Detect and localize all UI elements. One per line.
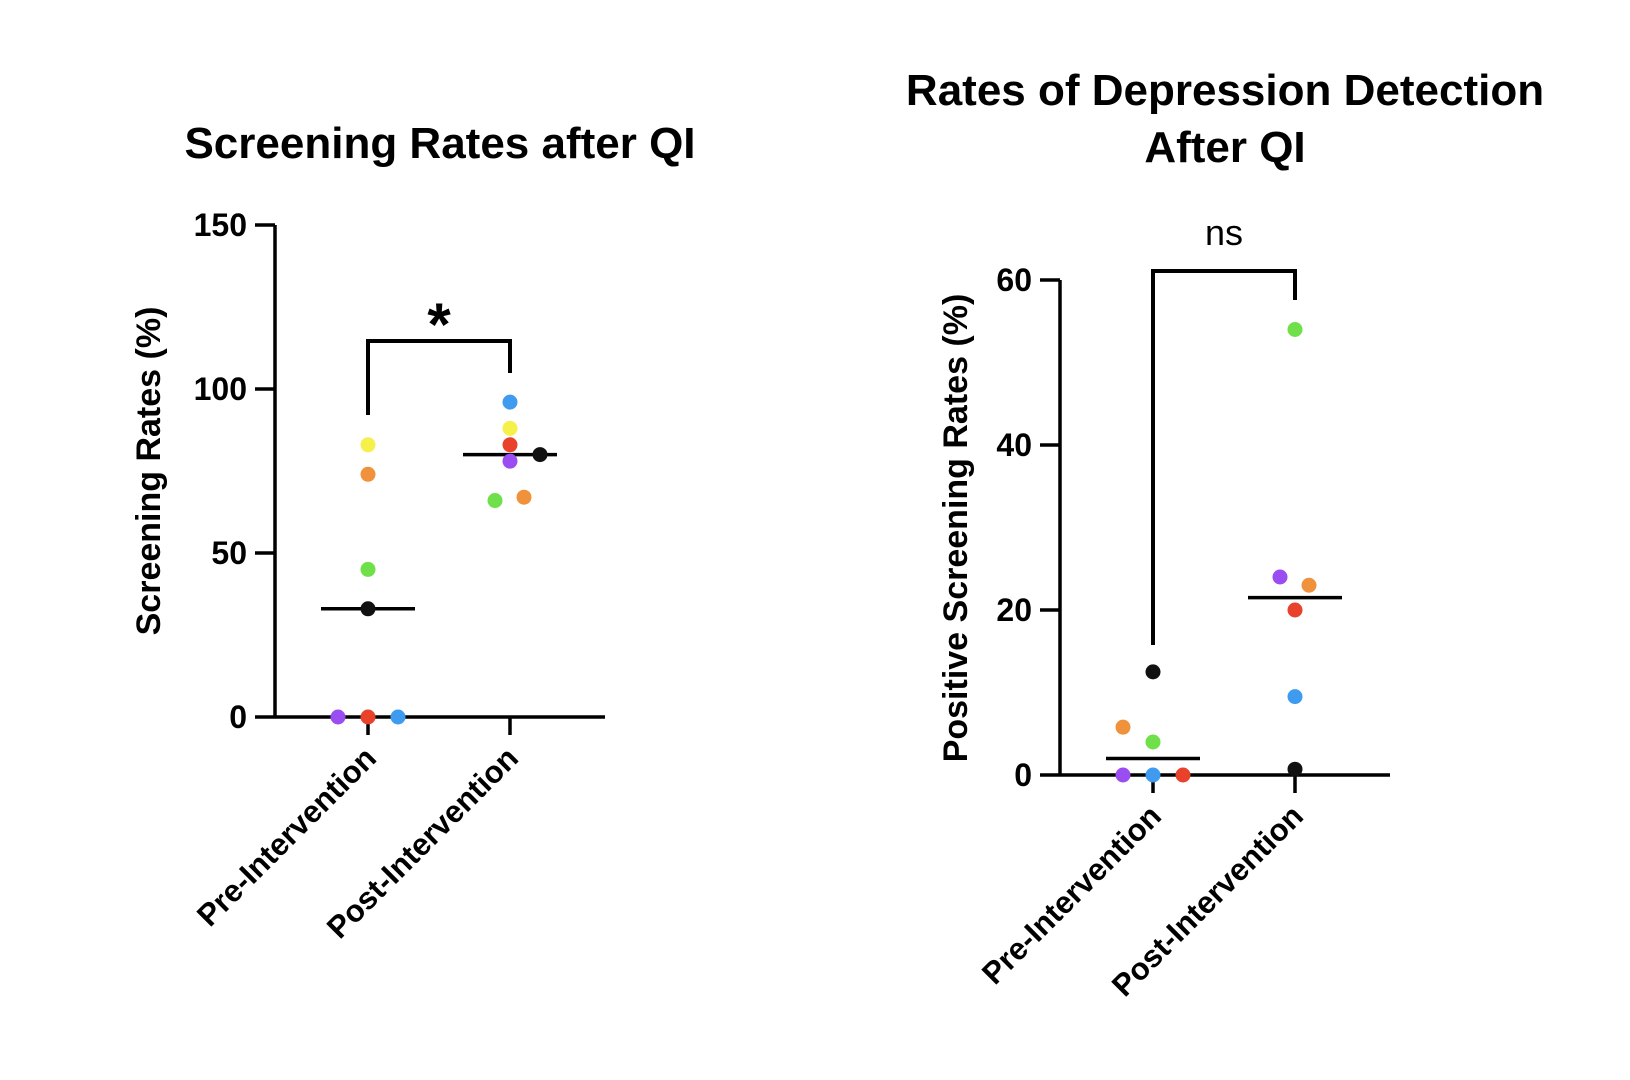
data-point: [487, 493, 503, 509]
data-point: [360, 561, 376, 577]
data-point: [1145, 664, 1161, 680]
data-point: [1287, 689, 1303, 705]
data-point: [1301, 577, 1317, 593]
chart-depression-detection: Rates of Depression Detection After QI Pos…: [906, 66, 1544, 1003]
data-point: [516, 489, 532, 505]
chart-screening-rates: Screening Rates after QI Screening Rates …: [130, 119, 696, 945]
data-point: [1175, 767, 1191, 783]
data-point: [1115, 719, 1131, 735]
y-tick-label: 100: [194, 371, 247, 407]
y-tick-label: 20: [996, 592, 1032, 628]
y-axis-label: Screening Rates (%): [130, 307, 168, 636]
data-point: [360, 437, 376, 453]
significance-bracket: [1151, 269, 1297, 645]
data-point: [1287, 761, 1303, 777]
y-tick-label: 0: [229, 699, 247, 735]
y-tick-label: 0: [1014, 757, 1032, 793]
data-point: [1145, 734, 1161, 750]
significance-bracket: [366, 339, 512, 415]
data-point: [1272, 569, 1288, 585]
data-point: [360, 466, 376, 482]
data-point: [1115, 767, 1131, 783]
data-point: [502, 437, 518, 453]
data-point: [502, 394, 518, 410]
data-point: [502, 453, 518, 469]
y-tick-label: 40: [996, 427, 1032, 463]
data-point: [502, 420, 518, 436]
significance-label: ns: [1205, 212, 1243, 253]
data-point: [360, 601, 376, 617]
chart-title-line: Screening Rates after QI: [184, 119, 695, 168]
chart-title-line: Rates of Depression Detection: [906, 66, 1544, 115]
data-point: [390, 709, 406, 725]
data-point: [1287, 602, 1303, 618]
chart-title-line: After QI: [1144, 123, 1305, 172]
data-point: [532, 447, 548, 463]
significance-label: *: [427, 291, 451, 358]
data-point: [1145, 767, 1161, 783]
data-point: [360, 709, 376, 725]
data-point: [330, 709, 346, 725]
y-tick-label: 50: [211, 535, 247, 571]
data-point: [1287, 322, 1303, 337]
y-tick-label: 150: [194, 207, 247, 243]
y-tick-label: 60: [996, 262, 1032, 298]
y-axis-label: Positive Screening Rates (%): [937, 294, 975, 763]
